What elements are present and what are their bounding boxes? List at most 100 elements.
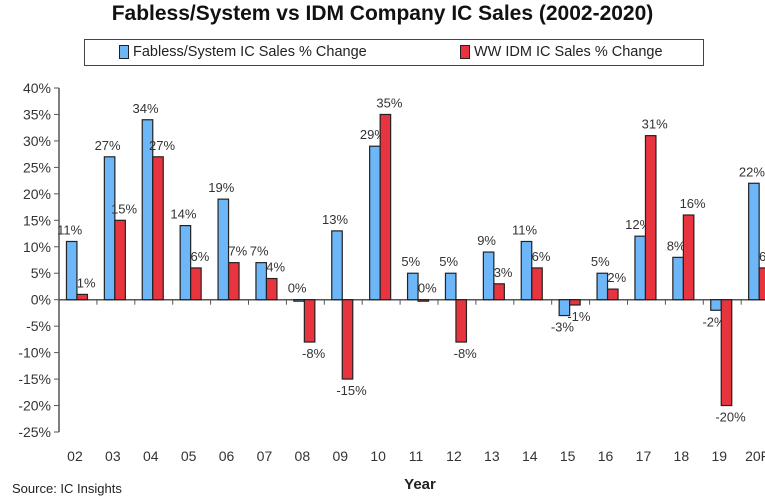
x-tick-label: 12 (446, 448, 462, 464)
data-label: 34% (132, 101, 158, 116)
y-tick-label: 40% (23, 80, 51, 96)
bar-fabless (103, 156, 116, 301)
chart-title: Fabless/System vs IDM Company IC Sales (… (111, 2, 654, 25)
data-label: 5% (401, 254, 420, 269)
bar-idm (417, 299, 430, 302)
legend-swatch-idm (460, 45, 470, 59)
data-label: 13% (322, 212, 348, 227)
y-tick-label: 15% (23, 212, 51, 228)
data-label: 7% (250, 244, 269, 259)
data-label: 3% (494, 265, 513, 280)
bar-fabless (482, 251, 495, 301)
x-tick-label: 07 (257, 448, 273, 464)
data-label: 6% (759, 249, 765, 264)
y-tick-label: -15% (18, 371, 51, 387)
y-tick-label: 30% (23, 133, 51, 149)
x-axis-title: Year (404, 476, 436, 493)
y-tick-label: 5% (31, 265, 51, 281)
data-label: 31% (642, 117, 668, 132)
x-tick-label: 08 (295, 448, 311, 464)
data-label: 27% (149, 138, 175, 153)
x-tick-label: 20F (745, 448, 765, 464)
data-label: -1% (567, 309, 591, 324)
bar-idm (455, 299, 468, 343)
data-label: 16% (680, 196, 706, 211)
bar-fabless (596, 272, 609, 301)
legend-label-fabless: Fabless/System IC Sales % Change (133, 44, 367, 60)
data-label: 6% (532, 249, 551, 264)
x-tick-label: 06 (219, 448, 235, 464)
data-label: 15% (111, 201, 137, 216)
bar-fabless (293, 299, 305, 302)
data-label: 8% (667, 238, 686, 253)
x-tick-label: 13 (484, 448, 500, 464)
legend-swatch-fabless (119, 45, 129, 59)
legend-label-idm: WW IDM IC Sales % Change (474, 44, 663, 60)
y-tick-label: 35% (23, 106, 51, 122)
bar-idm (644, 135, 657, 301)
x-tick-label: 19 (711, 448, 727, 464)
data-label: 5% (439, 254, 458, 269)
x-tick-label: 04 (143, 448, 159, 464)
bar-fabless (558, 299, 571, 317)
x-tick-label: 10 (370, 448, 386, 464)
y-tick-label: -20% (18, 398, 51, 414)
bar-idm (493, 283, 505, 301)
bar-idm (606, 288, 619, 301)
bar-idm (76, 293, 89, 301)
x-tick-label: 02 (67, 448, 83, 464)
bar-idm (682, 214, 695, 301)
x-tick-label: 14 (522, 448, 538, 464)
source-note: Source: IC Insights (12, 481, 122, 496)
bar-fabless (406, 272, 419, 301)
bar-idm (303, 299, 316, 343)
y-tick-label: -25% (18, 424, 51, 440)
data-label: 9% (477, 233, 496, 248)
y-tick-label: 0% (31, 292, 51, 308)
bar-idm (341, 299, 354, 380)
x-tick-label: 03 (105, 448, 121, 464)
bar-fabless (369, 145, 381, 301)
bar-idm (190, 267, 202, 301)
bar-fabless (672, 256, 684, 301)
bar-idm (720, 299, 733, 407)
bar-fabless (444, 272, 457, 301)
data-label: -15% (336, 383, 367, 398)
data-label: 22% (739, 164, 765, 179)
bar-idm (265, 277, 278, 301)
bar-idm (569, 299, 581, 306)
bar-fabless (331, 230, 343, 301)
data-label: 4% (266, 260, 285, 275)
bar-fabless (179, 225, 192, 301)
x-tick-label: 17 (636, 448, 652, 464)
bar-idm (152, 156, 164, 301)
data-label: 19% (208, 180, 234, 195)
y-tick-label: 20% (23, 186, 51, 202)
data-label: -20% (715, 410, 746, 425)
data-label: 0% (418, 281, 437, 296)
bar-fabless (520, 240, 533, 301)
x-tick-label: 05 (181, 448, 197, 464)
data-label: 11% (512, 222, 537, 237)
x-tick-label: 16 (598, 448, 614, 464)
data-label: -3% (551, 320, 575, 335)
data-label: 1% (77, 275, 96, 290)
data-label: 5% (591, 254, 610, 269)
legend: Fabless/System IC Sales % Change WW IDM … (84, 39, 704, 66)
data-label: -2% (702, 314, 726, 329)
data-label: 27% (95, 138, 121, 153)
bar-idm (114, 219, 126, 301)
bar-idm (379, 113, 392, 301)
data-label: -8% (302, 346, 326, 361)
y-tick-label: 10% (23, 239, 51, 255)
x-tick-label: 09 (332, 448, 348, 464)
data-label: -8% (454, 346, 478, 361)
data-label: 2% (607, 270, 626, 285)
bar-fabless (748, 182, 760, 301)
legend-item-fabless: Fabless/System IC Sales % Change (119, 44, 367, 60)
x-tick-label: 15 (560, 448, 576, 464)
data-label: 11% (57, 222, 82, 237)
bar-fabless (634, 235, 647, 301)
y-tick-label: -10% (18, 345, 51, 361)
